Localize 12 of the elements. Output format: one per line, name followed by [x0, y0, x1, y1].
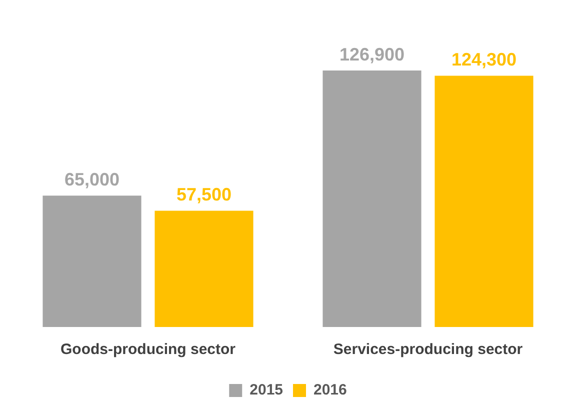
bar	[322, 70, 422, 327]
legend-label: 2015	[250, 382, 284, 399]
bar	[434, 76, 534, 327]
data-label: 126,900	[339, 44, 405, 64]
data-label: 124,300	[451, 50, 517, 70]
x-tick-label: Services-producing sector	[333, 341, 523, 358]
legend-label: 2016	[314, 382, 347, 399]
bar	[154, 210, 254, 327]
x-tick-label: Goods-producing sector	[60, 341, 236, 358]
data-label: 65,000	[64, 170, 120, 190]
bar	[42, 196, 142, 327]
data-label: 57,500	[176, 184, 232, 205]
